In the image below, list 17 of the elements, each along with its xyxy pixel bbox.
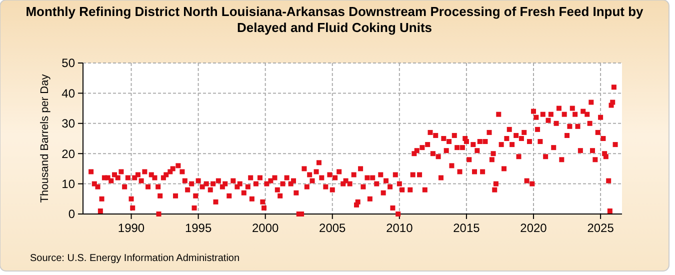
- x-tick-label: 2015: [453, 221, 480, 235]
- chart-title: Monthly Refining District North Louisiana-Arkansas Downstream Processing of Fresh Feed Input by Delayed and Fluid Coking Units: [26, 4, 644, 35]
- y-tick-label: 50: [62, 56, 76, 70]
- x-tick-label: 2000: [252, 221, 280, 235]
- x-tick-label: 2005: [319, 221, 346, 235]
- x-tick-label: 1990: [118, 221, 145, 235]
- x-tick-label: 2010: [386, 221, 414, 235]
- source-note: Source: U.S. Energy Information Administration: [30, 253, 240, 264]
- x-tick-label: 2025: [587, 221, 614, 235]
- y-tick-label: 0: [68, 207, 76, 222]
- y-tick-label: 20: [62, 146, 76, 161]
- y-axis-title: Thousand Barrels per Day: [39, 74, 51, 203]
- y-tick-label: 40: [62, 86, 76, 100]
- x-tick-label: 2020: [520, 221, 548, 235]
- y-tick-label: 30: [62, 116, 76, 131]
- x-tick-label: 1995: [184, 221, 212, 235]
- y-tick-label: 10: [62, 177, 76, 191]
